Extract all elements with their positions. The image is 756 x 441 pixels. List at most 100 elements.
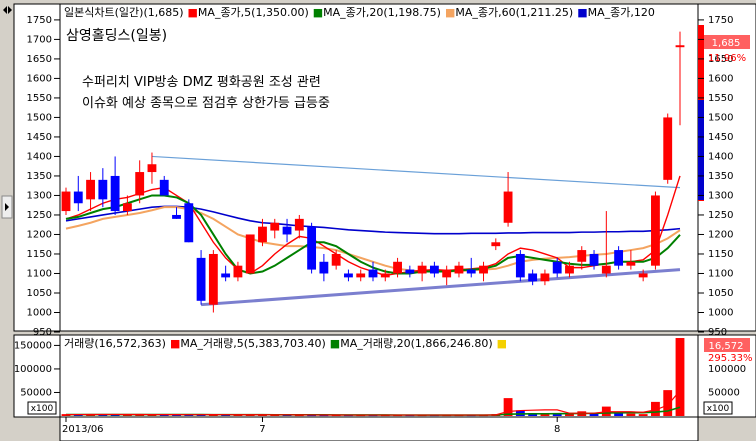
candle-body	[356, 273, 366, 278]
unit-label-right: x100	[707, 404, 730, 414]
candle-body	[577, 250, 587, 262]
price-tick-label-right: 1550	[708, 93, 733, 104]
price-tick-label-left: 1450	[27, 132, 52, 143]
volume-plot	[61, 338, 685, 417]
volume-bar	[172, 414, 181, 416]
candle-body	[270, 222, 280, 231]
price-tick-label-right: 1450	[708, 132, 733, 143]
price-tick-label-right: 1650	[708, 54, 733, 65]
candle-body	[282, 226, 292, 235]
candle-body	[319, 261, 329, 274]
candle-body	[466, 269, 476, 274]
ma-legend-swatch: ■	[577, 6, 587, 19]
chevron-right-icon	[5, 203, 9, 211]
candle-body	[172, 214, 181, 219]
volume-bar	[651, 401, 660, 416]
candle-body	[651, 195, 660, 266]
candle-body	[331, 253, 341, 266]
candle-body	[675, 45, 685, 48]
price-tick-label-left: 1750	[27, 15, 52, 26]
price-tick-label-right: 1000	[708, 307, 733, 318]
ma-legend-swatch: ■	[313, 6, 323, 19]
ma-legend-label: MA_종가,60(1,211.25)	[455, 6, 573, 19]
candle-body	[258, 226, 267, 243]
ma-legend-swatch: ■	[445, 6, 455, 19]
last-price-tag-text: 1,685	[712, 38, 741, 49]
candle-body	[135, 172, 145, 196]
price-tick-label-right: 1200	[708, 229, 733, 240]
price-tick-label-right: 1150	[708, 249, 733, 260]
volume-bar	[614, 413, 624, 416]
x-tick-label: 7	[259, 424, 265, 435]
price-tick-label-left: 1650	[27, 54, 52, 65]
price-tick-label-left: 1400	[27, 151, 52, 162]
upper-trendline	[151, 155, 681, 189]
price-tick-label-right: 1250	[708, 210, 733, 221]
price-axis-left	[13, 3, 61, 332]
volume-bar	[663, 390, 673, 416]
price-tick-label-right: 1300	[708, 190, 733, 201]
ma-legend-swatch: ■	[170, 337, 180, 350]
volume-bar	[626, 413, 636, 416]
price-tick-label-right: 1350	[708, 171, 733, 182]
candle-body	[503, 191, 513, 223]
volume-tick-label-left: 150000	[14, 340, 52, 351]
price-tick-label-left: 1250	[27, 210, 52, 221]
candle-body	[294, 218, 304, 231]
price-tick-label-left: 1500	[27, 112, 52, 123]
price-tick-label-left: 1600	[27, 73, 52, 84]
left-toolbar	[0, 0, 14, 441]
axes-labels: 950 950 1000 1000 1050 1050 1100 1100 1150 1150 12…	[14, 15, 746, 435]
price-tick-label-right: 1750	[708, 15, 733, 26]
scroll-right-arrow-icon[interactable]	[8, 6, 12, 14]
unit-box-left	[27, 401, 57, 415]
price-tick-label-left: 1700	[27, 34, 52, 45]
candle-body	[86, 179, 95, 200]
ma-legend-label: MA_종가,120	[588, 6, 655, 19]
candle-body	[147, 164, 157, 173]
volume-bar	[552, 414, 562, 416]
price-header: 일본식차트(일간)(1,685) ■MA_종가,5(1,350.00) ■MA_종가…	[64, 5, 655, 19]
candle-body	[159, 179, 169, 196]
ma-legend-swatch: ■	[497, 337, 507, 350]
candle-body	[110, 175, 120, 212]
unit-box-right	[703, 401, 733, 415]
price-tick-label-left: 1000	[27, 307, 52, 318]
price-tick-label-left: 1200	[27, 229, 52, 240]
price-tick-label-left: 950	[33, 327, 52, 338]
scroll-arrows[interactable]	[3, 6, 12, 14]
price-tick-label-left: 1100	[27, 268, 52, 279]
candle-body	[626, 261, 636, 266]
candle-body	[380, 273, 390, 278]
candle-body	[479, 265, 488, 274]
volume-header: 거래량(16,572,363) ■MA_거래량,5(5,383,703.40) ■M…	[64, 337, 507, 350]
price-tick-label-right: 1100	[708, 268, 733, 279]
volume-bar	[503, 398, 513, 416]
lower-trendline	[200, 268, 681, 307]
volume-tag	[704, 338, 750, 352]
ma-legend-label: MA_종가,20(1,198.75)	[323, 6, 441, 19]
candle-body	[233, 265, 243, 278]
volume-bar	[565, 413, 574, 416]
candle-body	[614, 250, 624, 266]
volume-tick-label-right: 100000	[708, 364, 746, 375]
scroll-left-arrow-icon[interactable]	[3, 6, 7, 14]
right-scale-blue-bar	[698, 100, 704, 200]
volume-bar	[638, 414, 648, 416]
candle-body	[417, 265, 427, 274]
candle-body	[61, 191, 71, 212]
x-tick-label: 8	[554, 424, 560, 435]
candle-body	[122, 203, 132, 212]
candle-body	[552, 261, 562, 274]
candle-body	[208, 253, 218, 305]
candle-body	[638, 273, 648, 278]
candle-body	[442, 269, 452, 278]
candle-body	[491, 242, 501, 247]
annotation-line-2: 이슈화 예상 종목으로 점검후 상한가등 급등중	[82, 96, 330, 111]
candle-body	[307, 226, 317, 270]
volume-tag-text: 16,572	[709, 341, 744, 352]
volume-tick-label-right: 50000	[708, 387, 740, 398]
candle-body	[589, 253, 599, 266]
price-tick-label-right: 1400	[708, 151, 733, 162]
